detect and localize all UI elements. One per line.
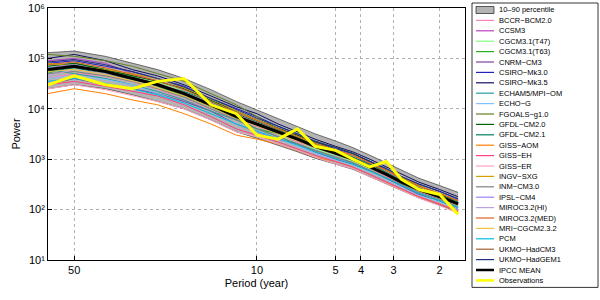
svg-text:GFDL−CM2.1: GFDL−CM2.1 — [499, 130, 545, 139]
svg-text:CNRM−CM3: CNRM−CM3 — [499, 58, 542, 67]
svg-text:MIROC3.2(HI): MIROC3.2(HI) — [499, 203, 547, 212]
svg-text:IPSL−CM4: IPSL−CM4 — [499, 193, 535, 202]
svg-text:CSIRO−Mk3.0: CSIRO−Mk3.0 — [499, 68, 548, 77]
svg-text:UKMO−HadGEM1: UKMO−HadGEM1 — [499, 255, 561, 264]
svg-text:Power: Power — [10, 118, 22, 150]
svg-text:10¹: 10¹ — [29, 254, 45, 266]
svg-text:50: 50 — [68, 264, 80, 276]
svg-text:ECHO−G: ECHO−G — [499, 99, 531, 108]
svg-text:ECHAM5/MPI−OM: ECHAM5/MPI−OM — [499, 89, 562, 98]
svg-text:10²: 10² — [29, 203, 45, 215]
svg-text:GISS−EH: GISS−EH — [499, 151, 532, 160]
svg-text:IPCC MEAN: IPCC MEAN — [499, 266, 541, 275]
svg-text:10: 10 — [251, 264, 263, 276]
svg-text:PCM: PCM — [499, 234, 516, 243]
svg-text:Period (year): Period (year) — [225, 277, 289, 289]
svg-text:FGOALS−g1.0: FGOALS−g1.0 — [499, 110, 548, 119]
svg-text:MIROC3.2(MED): MIROC3.2(MED) — [499, 214, 557, 223]
svg-text:GISS−AOM: GISS−AOM — [499, 141, 538, 150]
svg-text:2: 2 — [437, 264, 443, 276]
svg-text:Observations: Observations — [499, 276, 543, 285]
svg-text:CGCM3.1(T63): CGCM3.1(T63) — [499, 47, 551, 56]
svg-text:INGV−SXG: INGV−SXG — [499, 172, 538, 181]
svg-text:4: 4 — [358, 264, 364, 276]
svg-text:5: 5 — [333, 264, 339, 276]
svg-text:GISS−ER: GISS−ER — [499, 162, 532, 171]
svg-text:BCCR−BCM2.0: BCCR−BCM2.0 — [499, 16, 552, 25]
svg-text:CCSM3: CCSM3 — [499, 26, 525, 35]
svg-text:GFDL−CM2.0: GFDL−CM2.0 — [499, 120, 545, 129]
svg-text:10⁵: 10⁵ — [28, 52, 45, 64]
svg-text:CGCM3.1(T47): CGCM3.1(T47) — [499, 37, 551, 46]
svg-text:10–90 percentile: 10–90 percentile — [499, 5, 554, 14]
svg-text:10⁶: 10⁶ — [28, 2, 45, 14]
svg-text:10³: 10³ — [29, 153, 45, 165]
svg-text:INM−CM3.0: INM−CM3.0 — [499, 182, 539, 191]
svg-text:UKMO−HadCM3: UKMO−HadCM3 — [499, 245, 555, 254]
svg-text:MRI−CGCM2.3.2: MRI−CGCM2.3.2 — [499, 224, 557, 233]
svg-text:3: 3 — [391, 264, 397, 276]
svg-text:10⁴: 10⁴ — [28, 103, 45, 115]
svg-text:CSIRO−Mk3.5: CSIRO−Mk3.5 — [499, 78, 548, 87]
